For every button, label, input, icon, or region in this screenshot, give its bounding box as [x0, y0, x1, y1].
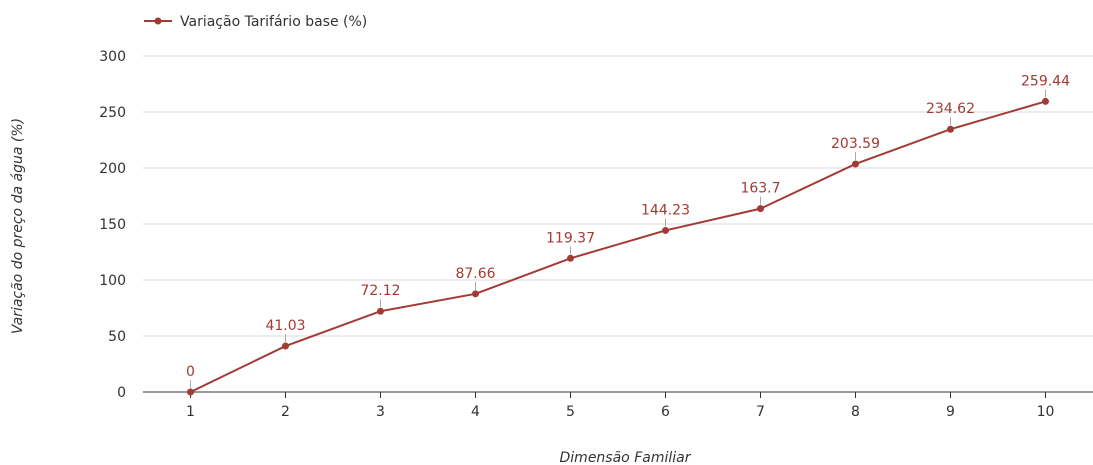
gridlines	[143, 55, 1093, 337]
y-axis-title: Variação do preço da água (%)	[10, 118, 26, 334]
y-tick-label: 200	[99, 161, 126, 177]
series-line	[190, 100, 1046, 393]
x-tick-label: 6	[661, 404, 670, 420]
series-layer: 0 41.03 72.12 87.66 119.37 144.23 163.7 203.59 2…	[186, 73, 1070, 396]
data-point	[757, 205, 764, 213]
data-label: 234.62	[926, 101, 975, 117]
data-label: 259.44	[1021, 73, 1070, 89]
y-tick-label: 250	[99, 105, 126, 121]
legend-marker	[154, 17, 162, 25]
data-point	[567, 254, 574, 262]
data-label: 163.7	[740, 181, 780, 197]
data-label: 144.23	[641, 202, 690, 218]
x-tick-label: 10	[1037, 404, 1055, 420]
y-tick-label: 150	[99, 217, 126, 233]
data-label: 203.59	[831, 136, 880, 152]
data-label: 72.12	[360, 283, 400, 299]
x-tick-label: 4	[471, 404, 480, 420]
data-label: 41.03	[265, 318, 305, 334]
legend-label: Variação Tarifário base (%)	[180, 14, 367, 30]
x-tick-label: 8	[851, 404, 860, 420]
y-tick-label: 0	[117, 385, 126, 401]
data-point	[377, 307, 384, 315]
x-tick-label: 3	[376, 404, 385, 420]
data-label: 87.66	[455, 266, 495, 282]
data-point	[1042, 97, 1049, 105]
data-label: 119.37	[546, 230, 595, 246]
data-point	[187, 388, 194, 396]
axes: 0 50 100 150 200 250 300 1 2 3 4 5 6 7 8 9 10	[99, 49, 1093, 420]
y-tick-label: 100	[99, 273, 126, 289]
y-tick-label: 50	[108, 329, 126, 345]
x-tick-label: 5	[566, 404, 575, 420]
x-tick-label: 2	[281, 404, 290, 420]
x-tick-label: 9	[946, 404, 955, 420]
y-tick-label: 300	[99, 49, 126, 65]
data-point	[472, 290, 479, 298]
legend: Variação Tarifário base (%)	[144, 14, 367, 30]
x-tick-label: 7	[756, 404, 765, 420]
data-label: 0	[186, 364, 195, 380]
x-tick-label: 1	[186, 404, 195, 420]
data-point	[282, 342, 289, 350]
data-point	[852, 160, 859, 168]
data-point	[662, 226, 669, 234]
x-axis-title: Dimensão Familiar	[560, 450, 692, 465]
data-point	[947, 125, 954, 133]
